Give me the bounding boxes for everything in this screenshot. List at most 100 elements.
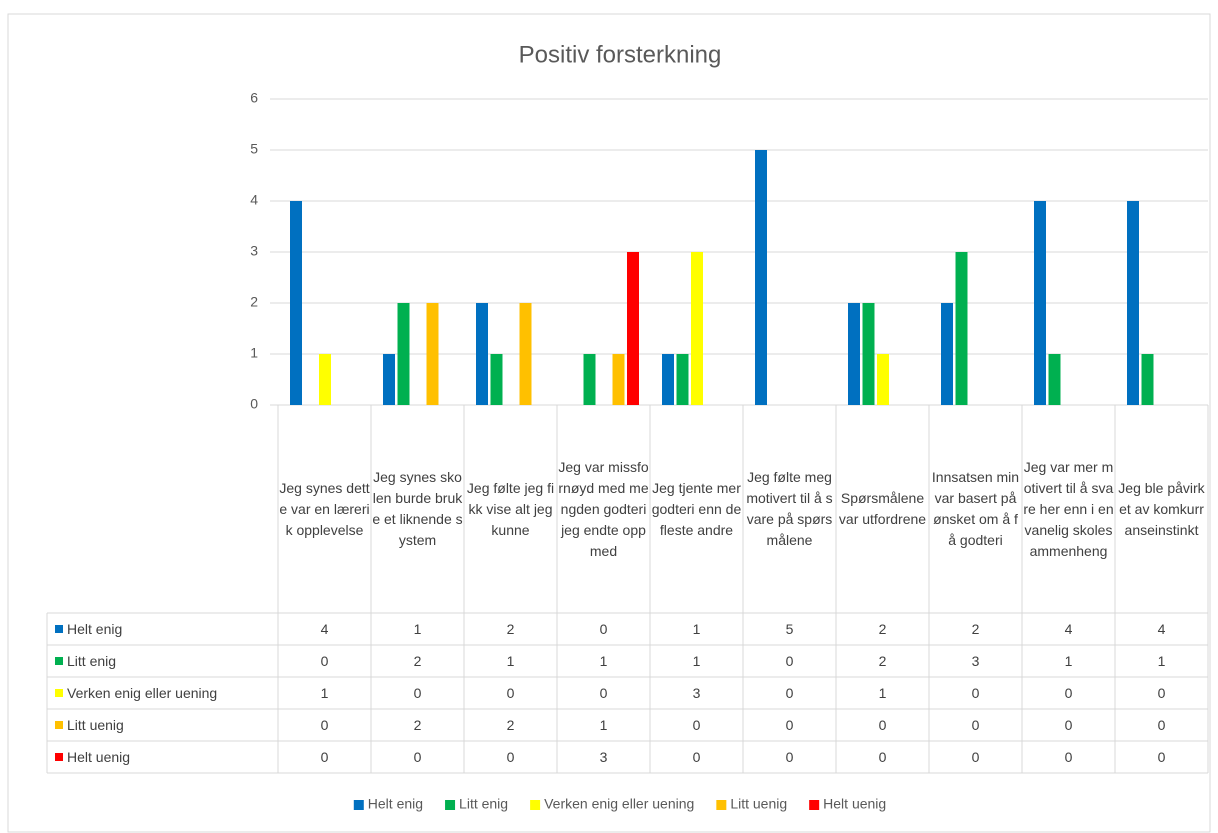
legend-swatch: [55, 625, 63, 633]
table-value: 0: [320, 652, 329, 669]
bar: [519, 303, 532, 405]
table-value: 1: [506, 652, 515, 669]
table-value: 0: [1064, 748, 1073, 765]
legend-label: Litt uenig: [730, 796, 787, 812]
y-tick-label: 4: [250, 192, 258, 208]
table-value: 0: [785, 652, 794, 669]
y-tick-label: 0: [250, 396, 258, 412]
category-label: Jeg var missfornøyd med mengden godteri …: [558, 458, 649, 559]
table-value: 2: [413, 716, 422, 733]
legend-swatch: [809, 800, 820, 810]
table-value: 2: [971, 620, 980, 637]
bar: [877, 354, 889, 405]
table-value: 5: [785, 620, 794, 637]
table-value: 1: [692, 620, 701, 637]
chart-title: Positiv forsterkning: [519, 41, 722, 68]
table-value: 0: [413, 684, 422, 701]
bar: [955, 252, 968, 405]
table-value: 4: [1157, 620, 1166, 637]
table-value: 0: [1157, 716, 1166, 733]
table-value: 0: [320, 716, 329, 733]
bar: [383, 354, 395, 405]
category-label: Spørsmålene var utfordrene: [838, 490, 927, 527]
bar: [1141, 354, 1154, 405]
y-tick-label: 5: [250, 141, 258, 157]
legend-swatch: [55, 657, 63, 665]
legend-swatch: [55, 721, 63, 729]
bar: [583, 354, 596, 405]
bar: [1048, 354, 1061, 405]
table-value: 0: [599, 684, 608, 701]
table-value: 0: [506, 748, 515, 765]
category-label: Innsatsen min var basert på ønsket om å …: [931, 469, 1020, 548]
legend-label: Helt enig: [368, 796, 423, 812]
legend-label: Helt uenig: [823, 796, 886, 812]
table-value: 3: [692, 684, 701, 701]
legend-swatch: [445, 800, 456, 810]
bar: [662, 354, 674, 405]
table-value: 1: [413, 620, 422, 637]
table-value: 0: [1064, 684, 1073, 701]
legend-swatch: [530, 800, 541, 810]
table-value: 2: [506, 716, 515, 733]
bar: [476, 303, 488, 405]
table-value: 0: [506, 684, 515, 701]
bar: [490, 354, 503, 405]
table-value: 3: [599, 748, 608, 765]
table-value: 4: [1064, 620, 1073, 637]
table-value: 0: [1157, 684, 1166, 701]
bar: [848, 303, 860, 405]
legend-swatch: [353, 800, 364, 810]
bar: [755, 150, 767, 405]
table-value: 1: [1064, 652, 1073, 669]
table-value: 2: [413, 652, 422, 669]
bar: [1127, 201, 1139, 405]
table-row-header: Litt enig: [67, 652, 117, 669]
table-value: 1: [1157, 652, 1166, 669]
legend-swatch: [55, 689, 63, 697]
table-row-header: Verken enig eller uening: [67, 684, 218, 701]
bar: [397, 303, 410, 405]
bar: [676, 354, 689, 405]
category-label: Jeg følte meg motivert til å svare på sp…: [746, 469, 833, 548]
category-label: Jeg tjente mer godteri enn de fleste and…: [651, 479, 742, 538]
bar: [319, 354, 331, 405]
y-tick-label: 2: [250, 294, 258, 310]
bar: [691, 252, 703, 405]
table-value: 2: [878, 652, 887, 669]
table-value: 0: [413, 748, 422, 765]
category-label: Jeg følte jeg fikk vise alt jeg kunne: [466, 479, 555, 538]
table-row-header: Helt enig: [67, 620, 123, 637]
table-value: 4: [320, 620, 329, 637]
table-value: 2: [506, 620, 515, 637]
table-value: 0: [692, 716, 701, 733]
table-row-header: Helt uenig: [67, 748, 131, 765]
table-value: 0: [785, 684, 794, 701]
y-tick-label: 6: [250, 90, 258, 106]
bar: [941, 303, 953, 405]
y-tick-label: 3: [250, 243, 258, 259]
table-value: 1: [599, 652, 608, 669]
table-value: 0: [971, 748, 980, 765]
bar: [426, 303, 439, 405]
table-value: 0: [971, 684, 980, 701]
table-value: 0: [1064, 716, 1073, 733]
bar: [612, 354, 625, 405]
table-value: 0: [1157, 748, 1166, 765]
y-tick-label: 1: [250, 345, 258, 361]
category-label: Jeg var mer motivert til å svare her enn…: [1023, 458, 1114, 559]
bar: [862, 303, 875, 405]
table-value: 0: [785, 716, 794, 733]
bar: [1034, 201, 1046, 405]
table-value: 1: [692, 652, 701, 669]
table-value: 0: [692, 748, 701, 765]
table-value: 0: [785, 748, 794, 765]
table-value: 0: [320, 748, 329, 765]
table-value: 1: [320, 684, 329, 701]
table-value: 0: [878, 716, 887, 733]
table-value: 1: [599, 716, 608, 733]
legend-swatch: [55, 753, 63, 761]
bar: [290, 201, 302, 405]
